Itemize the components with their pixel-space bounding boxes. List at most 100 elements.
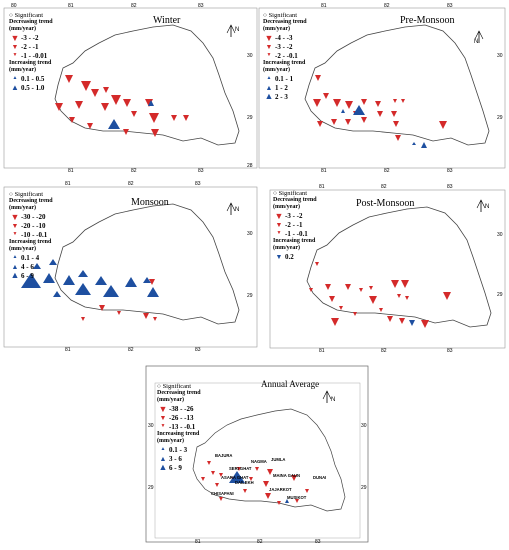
annual-boundary <box>192 408 346 512</box>
decrease-triangle <box>149 113 159 123</box>
x-tick: 81 <box>65 347 71 353</box>
decrease-triangle <box>277 501 281 505</box>
monsoon-map <box>3 186 258 348</box>
unit-label: (mm/year) <box>157 438 184 445</box>
increase-triangle <box>33 263 41 269</box>
significant-label: ○ Significant <box>273 190 308 197</box>
winter-symbols <box>55 75 189 137</box>
decrease-triangle <box>399 318 405 324</box>
annual-frame <box>145 365 369 543</box>
decreasing-header: Decreasing trend <box>157 390 201 397</box>
decreasing-header: Decreasing trend <box>263 19 307 26</box>
x-tick: 81 <box>321 3 327 9</box>
decrease-triangle <box>361 99 367 105</box>
panel-title: Winter <box>153 15 181 26</box>
station-label: NAGMA <box>251 459 267 464</box>
x-tick: 81 <box>319 184 325 190</box>
x-tick: 83 <box>195 347 201 353</box>
panel-title: Pre-Monsoon <box>400 15 455 26</box>
decrease-triangle <box>263 481 269 487</box>
decrease-triangle <box>117 311 121 315</box>
decrease-triangle <box>267 469 273 475</box>
decrease-triangle <box>439 121 447 129</box>
x-tick: 82 <box>128 181 134 187</box>
increasing-header: Increasing trend <box>9 239 52 246</box>
legend-item: -4 - -3 <box>275 33 293 42</box>
decrease-triangle <box>65 75 73 83</box>
decrease-triangle <box>331 318 339 326</box>
x-tick: 83 <box>447 184 453 190</box>
north-label: N <box>331 397 336 403</box>
decrease-triangle <box>345 119 351 125</box>
winter-boundary <box>54 24 240 146</box>
decrease-triangle <box>103 87 109 93</box>
decrease-triangle <box>255 467 259 471</box>
increase-triangle <box>353 105 365 115</box>
decrease-triangle <box>101 103 109 111</box>
decrease-triangle <box>393 121 399 127</box>
increase-triangle <box>103 285 119 297</box>
decrease-triangle <box>237 467 241 471</box>
pre-monsoon-symbols <box>313 75 447 148</box>
north-label: N <box>474 39 479 45</box>
station-label: DAILEKH <box>235 480 254 485</box>
x-tick: 82 <box>381 348 387 354</box>
legend-item: -2 - -0.1 <box>275 51 298 60</box>
decrease-triangle <box>345 101 353 109</box>
decreasing-header: Decreasing trend <box>9 19 53 26</box>
legend-item: 0.1 - 4 <box>21 253 40 262</box>
legend-item: 0.2 <box>285 252 294 261</box>
decrease-triangle <box>369 286 373 290</box>
decrease-triangle <box>151 129 159 137</box>
legend-item: 0.1 - 3 <box>169 445 188 454</box>
increase-triangle <box>21 273 41 288</box>
decrease-triangle <box>391 280 399 288</box>
decrease-triangle <box>315 262 319 266</box>
increasing-header: Increasing trend <box>157 431 200 438</box>
annual-average-map: BAJURA NAGMA JUMLA SERI GHAT ASARA GHAT … <box>145 365 369 543</box>
decrease-triangle <box>265 493 271 499</box>
legend-item: -1 - -0.01 <box>21 51 48 60</box>
decrease-triangle <box>215 483 219 487</box>
decrease-triangle <box>219 497 223 501</box>
increase-triangle <box>147 287 159 297</box>
decrease-triangle <box>219 473 223 477</box>
decreasing-header: Decreasing trend <box>273 197 317 204</box>
decrease-triangle <box>353 312 357 316</box>
unit-label: (mm/year) <box>157 397 184 404</box>
decrease-triangle <box>171 115 177 121</box>
pre-monsoon-north-arrow <box>474 30 484 43</box>
decrease-triangle <box>391 111 397 117</box>
monsoon-boundary <box>54 203 240 325</box>
increase-triangle <box>75 283 91 295</box>
panel-title: Monsoon <box>131 197 169 208</box>
x-tick: 82 <box>131 168 137 174</box>
legend-item: -3 - -2 <box>21 33 39 42</box>
x-tick: 82 <box>128 347 134 353</box>
annual-inner-frame <box>154 382 361 539</box>
unit-label: (mm/year) <box>9 26 36 33</box>
legend-item: -3 - -2 <box>285 211 303 220</box>
station-label: BAJURA <box>215 453 232 458</box>
station-label: MAINA GAUN <box>273 473 300 478</box>
station-labels: BAJURA NAGMA JUMLA SERI GHAT ASARA GHAT … <box>211 453 326 500</box>
decrease-triangle <box>405 296 409 300</box>
y-tick: 30 <box>497 53 503 59</box>
decrease-triangle <box>339 306 343 310</box>
decrease-triangle <box>401 99 405 103</box>
x-tick: 81 <box>195 539 201 545</box>
winter-map <box>3 7 258 169</box>
legend-item: 0.1 - 1 <box>275 74 294 83</box>
decrease-triangle <box>123 129 129 135</box>
pre-monsoon-legend: ○ Significant Decreasing trend (mm/year)… <box>263 12 307 102</box>
unit-label: (mm/year) <box>273 245 300 252</box>
decrease-triangle <box>91 89 99 97</box>
unit-label: (mm/year) <box>263 67 290 74</box>
increasing-header: Increasing trend <box>9 60 52 67</box>
station-label: CHISAPANI <box>211 491 234 496</box>
increase-triangle <box>63 275 75 285</box>
decrease-triangle <box>313 99 321 107</box>
increase-triangle <box>95 276 107 285</box>
increase-triangle <box>412 142 416 145</box>
y-tick: 30 <box>361 423 367 429</box>
